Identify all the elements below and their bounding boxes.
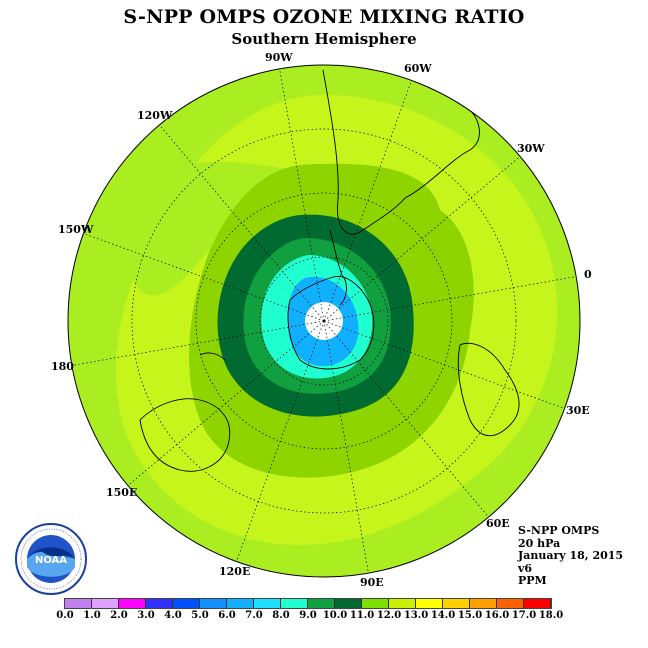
info-units: PPM xyxy=(518,574,547,587)
lon-label-0: 0 xyxy=(584,268,592,281)
meridian-line xyxy=(323,320,489,518)
meridian-line xyxy=(236,320,325,562)
meridian-line xyxy=(323,156,521,322)
colorbar-swatch xyxy=(362,599,389,608)
colorbar xyxy=(64,598,552,609)
colorbar-swatch xyxy=(308,599,335,608)
meridian-line xyxy=(323,80,412,322)
colorbar-tick-label: 4.0 xyxy=(164,610,182,621)
map-boundary xyxy=(67,64,581,578)
colorbar-tick-label: 0.0 xyxy=(56,610,74,621)
antarctic-peninsula-coast xyxy=(329,229,347,306)
lon-label-180: 180 xyxy=(51,360,74,373)
colorbar-tick-label: 10.0 xyxy=(322,610,348,621)
colorbar-tick-label: 12.0 xyxy=(376,610,402,621)
colorbar-tick-label: 9.0 xyxy=(299,610,317,621)
meridian-line xyxy=(71,320,325,366)
meridian-line xyxy=(159,124,325,322)
colorbar-swatch xyxy=(281,599,308,608)
colorbar-tick-label: 1.0 xyxy=(83,610,101,621)
colorbar-swatch xyxy=(470,599,497,608)
meridian-line xyxy=(323,276,577,322)
australia-coast xyxy=(139,398,231,472)
info-level: 20 hPa xyxy=(518,536,561,550)
colorbar-swatch xyxy=(173,599,200,608)
colorbar-swatch xyxy=(227,599,254,608)
coastlines xyxy=(139,69,520,472)
new-zealand-coast xyxy=(199,352,226,361)
colorbar-tick-label: 17.0 xyxy=(511,610,537,621)
antarctica-coast xyxy=(287,276,375,370)
colorbar-swatch xyxy=(254,599,281,608)
lon-label-150w: 150W xyxy=(58,223,94,236)
lon-label-150e: 150E xyxy=(106,486,138,499)
colorbar-tick-label: 8.0 xyxy=(272,610,290,621)
colorbar-swatch xyxy=(146,599,173,608)
info-date: January 18, 2015 xyxy=(518,549,624,562)
product-info: S-NPP OMPS 20 hPa January 18, 2015 v6 PP… xyxy=(518,524,624,588)
lon-label-60w: 60W xyxy=(404,62,432,75)
noaa-logo: NOAA xyxy=(15,523,87,595)
colorbar-tick-label: 2.0 xyxy=(110,610,128,621)
lon-label-90e: 90E xyxy=(360,576,384,589)
colorbar-tick-label: 14.0 xyxy=(430,610,456,621)
info-version: v6 xyxy=(518,561,533,575)
map-subtitle: Southern Hemisphere xyxy=(231,30,417,48)
meridian-line xyxy=(323,320,565,409)
graticule xyxy=(71,68,577,574)
map-title: S-NPP OMPS OZONE MIXING RATIO xyxy=(123,6,525,28)
lon-label-60e: 60E xyxy=(486,517,510,530)
meridian-line xyxy=(279,68,325,322)
colorbar-tick-label: 13.0 xyxy=(403,610,429,621)
colorbar-swatch xyxy=(335,599,362,608)
south-america-coast xyxy=(322,69,480,235)
colorbar-swatch xyxy=(497,599,524,608)
colorbar-swatch xyxy=(200,599,227,608)
colorbar-tick-label: 15.0 xyxy=(457,610,483,621)
colorbar-swatch xyxy=(524,599,551,608)
colorbar-swatch xyxy=(389,599,416,608)
meridian-line xyxy=(323,320,369,574)
info-instrument: S-NPP OMPS xyxy=(518,524,600,537)
colorbar-tick-label: 6.0 xyxy=(218,610,236,621)
colorbar-tick-label: 7.0 xyxy=(245,610,263,621)
colorbar-tick-label: 5.0 xyxy=(191,610,209,621)
colorbar-tick-label: 3.0 xyxy=(137,610,155,621)
meridian-line xyxy=(83,233,325,322)
meridian-line xyxy=(127,320,325,486)
colorbar-tick-label: 11.0 xyxy=(349,610,375,621)
colorbar-swatch xyxy=(119,599,146,608)
lon-label-120w: 120W xyxy=(137,109,173,122)
colorbar-swatch xyxy=(92,599,119,608)
colorbar-tick-label: 16.0 xyxy=(484,610,510,621)
lon-label-30w: 30W xyxy=(517,142,545,155)
africa-coast xyxy=(457,342,520,437)
colorbar-swatch xyxy=(443,599,470,608)
colorbar-tick-label: 18.0 xyxy=(538,610,564,621)
lon-label-90w: 90W xyxy=(265,51,293,64)
lon-label-30e: 30E xyxy=(566,404,590,417)
colorbar-swatch xyxy=(416,599,443,608)
colorbar-swatch xyxy=(65,599,92,608)
lon-label-120e: 120E xyxy=(219,565,251,578)
svg-text:NOAA: NOAA xyxy=(35,555,67,566)
